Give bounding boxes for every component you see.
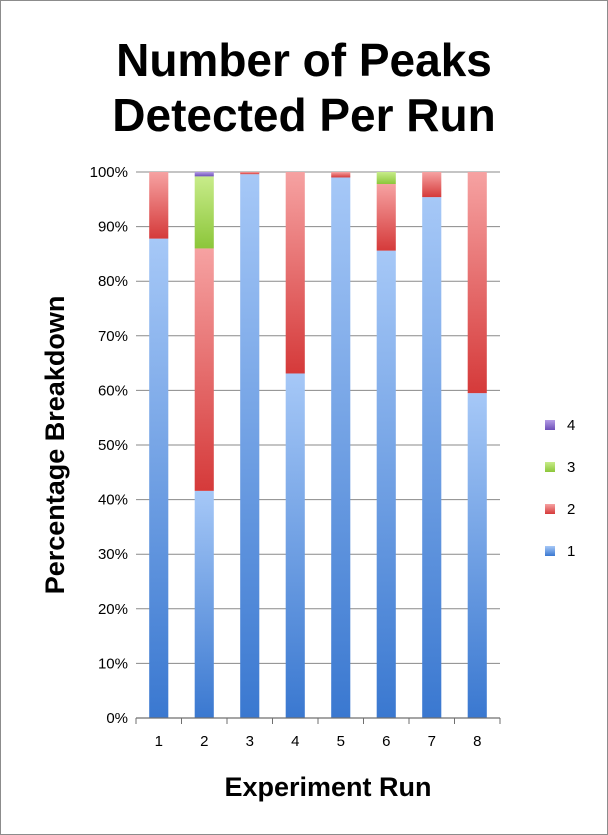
x-tick-labels: 1 2 3 4 5 6 7 8 xyxy=(155,733,482,750)
bar-run-5-series-1 xyxy=(331,177,351,718)
bar-run-7-series-2 xyxy=(422,172,442,198)
bar-run-6-series-3 xyxy=(376,172,396,185)
bar-run-3-series-1 xyxy=(240,174,260,718)
x-tick-label: 5 xyxy=(337,733,345,750)
y-tick-label: 20% xyxy=(98,601,128,618)
y-tick-label: 50% xyxy=(98,437,128,454)
bar-run-2-series-1 xyxy=(194,490,214,718)
y-tick-label: 0% xyxy=(106,710,128,727)
x-tick-label: 3 xyxy=(246,733,254,750)
bar-run-8-series-2 xyxy=(467,172,487,394)
bar-run-2-series-3 xyxy=(194,176,214,249)
y-tick-label: 100% xyxy=(90,164,128,181)
legend-swatch-3 xyxy=(545,462,555,472)
bar-run-6-series-2 xyxy=(376,184,396,251)
legend-label-2: 2 xyxy=(567,501,575,518)
x-tick-label: 1 xyxy=(155,733,163,750)
bar-run-7-series-1 xyxy=(422,197,442,719)
legend-swatch-2 xyxy=(545,504,555,514)
bar-run-4-series-2 xyxy=(285,172,305,374)
legend-label-1: 1 xyxy=(567,543,575,560)
y-tick-label: 30% xyxy=(98,546,128,563)
bar-run-2-series-2 xyxy=(194,248,214,491)
bars xyxy=(149,172,487,719)
x-tick-label: 7 xyxy=(428,733,436,750)
legend-label-4: 4 xyxy=(567,417,575,434)
y-tick-label: 10% xyxy=(98,655,128,672)
bar-run-8-series-1 xyxy=(467,393,487,718)
chart-title-line-2: Detected Per Run xyxy=(112,89,495,141)
y-tick-label: 70% xyxy=(98,328,128,345)
y-axis-title: Percentage Breakdown xyxy=(40,296,70,595)
bar-run-2-series-4 xyxy=(194,172,214,177)
bar-run-4-series-1 xyxy=(285,373,305,718)
bar-run-1-series-1 xyxy=(149,238,169,718)
legend-swatch-4 xyxy=(545,420,555,430)
x-tick-label: 4 xyxy=(291,733,299,750)
bar-run-6-series-1 xyxy=(376,250,396,718)
y-tick-label: 40% xyxy=(98,492,128,509)
y-tick-label: 90% xyxy=(98,219,128,236)
x-tick-label: 2 xyxy=(200,733,208,750)
y-tick-label: 60% xyxy=(98,382,128,399)
x-axis-title: Experiment Run xyxy=(224,772,431,802)
legend-swatch-1 xyxy=(545,546,555,556)
gridlines xyxy=(136,171,500,719)
legend: 4 3 2 1 xyxy=(545,417,575,560)
bar-run-5-series-2 xyxy=(331,172,351,178)
bar-run-1-series-2 xyxy=(149,172,169,239)
y-tick-label: 80% xyxy=(98,273,128,290)
bar-run-3-series-2 xyxy=(240,172,260,175)
legend-label-3: 3 xyxy=(567,459,575,476)
chart-title-line-1: Number of Peaks xyxy=(116,34,492,86)
x-tick-label: 8 xyxy=(473,733,481,750)
x-axis xyxy=(135,717,501,724)
y-tick-labels: 0% 10% 20% 30% 40% 50% 60% 70% 80% 90% 100% xyxy=(90,164,128,727)
x-tick-label: 6 xyxy=(382,733,390,750)
